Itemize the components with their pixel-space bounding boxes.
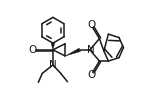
Text: O: O bbox=[29, 45, 37, 55]
Polygon shape bbox=[65, 48, 81, 56]
Text: N: N bbox=[49, 60, 57, 70]
Text: O: O bbox=[87, 70, 95, 80]
Text: N: N bbox=[87, 45, 94, 55]
Text: O: O bbox=[87, 20, 95, 30]
Polygon shape bbox=[51, 43, 55, 50]
